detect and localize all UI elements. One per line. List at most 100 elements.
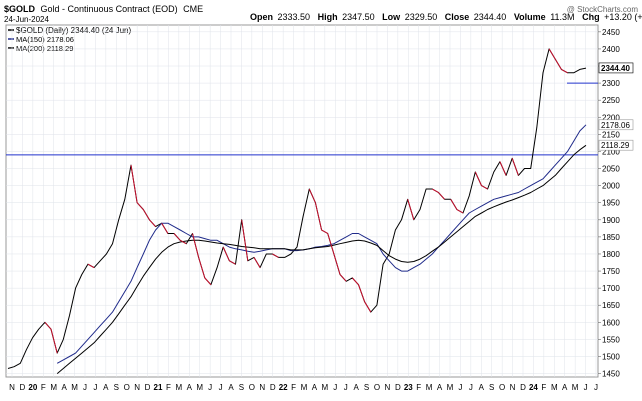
price-down-segment (173, 233, 181, 241)
x-tick-label-37: D (395, 383, 401, 392)
y-tick-label-14: 2150 (602, 130, 620, 139)
x-tick-label-19: J (208, 383, 212, 392)
plot-frame (5, 24, 599, 378)
price-down-segment (136, 202, 144, 210)
x-tick-label-14: 21 (154, 383, 163, 392)
x-tick-label-15: F (166, 383, 171, 392)
x-tick-label-26: 22 (279, 383, 288, 392)
x-tick-label-9: A (103, 383, 109, 392)
legend-ma200: MA(200) 2118.29 (16, 44, 73, 53)
y-tick-label-1: 1500 (602, 352, 620, 361)
x-tick-label-24: N (259, 383, 265, 392)
x-tick-label-32: J (344, 383, 348, 392)
y-tick-label-12: 2050 (602, 165, 620, 174)
price-label-0: 2344.40 (598, 62, 634, 74)
price-down-segment (130, 165, 138, 203)
y-tick-label-16: 2250 (602, 96, 620, 105)
price-down-segment (321, 229, 328, 234)
x-tick-label-43: J (458, 383, 462, 392)
x-tick-label-44: J (469, 383, 473, 392)
price-down-segment (87, 263, 95, 269)
price-down-segment (438, 192, 445, 200)
price-down-segment (314, 202, 323, 231)
price-down-segment (222, 246, 230, 262)
price-down-segment (272, 253, 279, 258)
x-tick-label-6: M (71, 383, 78, 392)
x-tick-label-22: S (239, 383, 244, 392)
y-axis: 1450 1500 1550 1600 1650 1700 1750 1800 1850 1900… (598, 28, 620, 379)
y-tick-label-10: 1950 (602, 199, 620, 208)
y-tick-label-7: 1800 (602, 250, 620, 259)
x-tick-label-25: D (270, 383, 276, 392)
y-tick-label-3: 1600 (602, 318, 620, 327)
price-down-segment (149, 219, 156, 227)
x-tick-label-7: J (83, 383, 87, 392)
y-tick-label-2: 1550 (602, 335, 620, 344)
x-tick-label-40: M (426, 383, 433, 392)
x-tick-label-45: A (479, 383, 485, 392)
y-tick-label-5: 1700 (602, 284, 620, 293)
x-tick-label-33: A (353, 383, 359, 392)
price-down-segment (198, 257, 206, 279)
price-down-segment (161, 222, 169, 234)
x-tick-label-55: J (584, 383, 588, 392)
x-tick-label-23: O (249, 383, 255, 392)
price-down-segment (511, 158, 519, 176)
x-tick-label-3: F (41, 383, 46, 392)
x-tick-label-54: M (572, 383, 579, 392)
y-tick-label-4: 1650 (602, 301, 620, 310)
price-label-text-0: 2344.40 (601, 64, 630, 73)
price-down-segment (50, 329, 58, 354)
price-down-segment (204, 277, 212, 286)
x-tick-label-49: D (520, 383, 526, 392)
price-down-segment (142, 209, 150, 221)
price-label-text-2: 2118.29 (601, 141, 630, 150)
x-tick-label-51: F (541, 383, 546, 392)
price-down-segment (407, 199, 415, 220)
price-down-segment (179, 239, 187, 245)
price-down-segment (561, 68, 568, 74)
x-tick-label-0: N (9, 383, 15, 392)
price-label-text-1: 2178.06 (601, 121, 630, 130)
chart-symbol: $GOLD (4, 4, 36, 14)
price-down-segment (554, 58, 562, 70)
stockcharts-watermark: @ StockCharts.com (567, 5, 639, 14)
x-tick-label-34: S (364, 383, 369, 392)
x-tick-label-12: N (134, 383, 140, 392)
series-ma200-line (56, 144, 587, 374)
x-tick-label-56: J (594, 383, 598, 392)
x-tick-label-41: A (437, 383, 443, 392)
price-label-2: 2118.29 (598, 139, 634, 151)
legend-ma150: MA(150) 2178.06 (16, 35, 74, 44)
y-tick-label-15: 2200 (602, 113, 620, 122)
series-ma150-line (56, 124, 587, 364)
price-down-segment (548, 48, 556, 60)
price-labels: 2344.40 2178.06 2118.29 (598, 62, 634, 151)
x-tick-label-28: M (301, 383, 308, 392)
x-tick-label-2: 20 (28, 383, 37, 392)
price-down-segment (308, 188, 316, 203)
chart-grid (6, 25, 598, 377)
x-tick-label-53: A (562, 383, 568, 392)
x-tick-label-30: M (322, 383, 329, 392)
x-tick-label-8: J (93, 383, 97, 392)
x-tick-label-17: A (187, 383, 193, 392)
x-tick-label-46: S (489, 383, 494, 392)
y-tick-label-0: 1450 (602, 370, 620, 379)
x-tick-label-4: M (50, 383, 57, 392)
chart-exchange: CME (183, 4, 203, 14)
price-label-1: 2178.06 (598, 119, 634, 131)
y-tick-label-17: 2300 (602, 79, 620, 88)
x-tick-label-5: A (61, 383, 67, 392)
price-down-segment (432, 188, 439, 193)
x-tick-label-11: O (124, 383, 130, 392)
chart-date: 24-Jun-2024 (4, 15, 49, 24)
price-down-segment (241, 219, 249, 261)
ohlc-readout: Open 2333.50 High 2347.50 Low 2329.50 Cl… (250, 12, 642, 22)
x-tick-label-29: A (312, 383, 318, 392)
price-down-segment (191, 233, 200, 258)
series-lines (7, 48, 587, 374)
x-tick-label-27: F (291, 383, 296, 392)
y-tick-label-11: 2000 (602, 182, 620, 191)
